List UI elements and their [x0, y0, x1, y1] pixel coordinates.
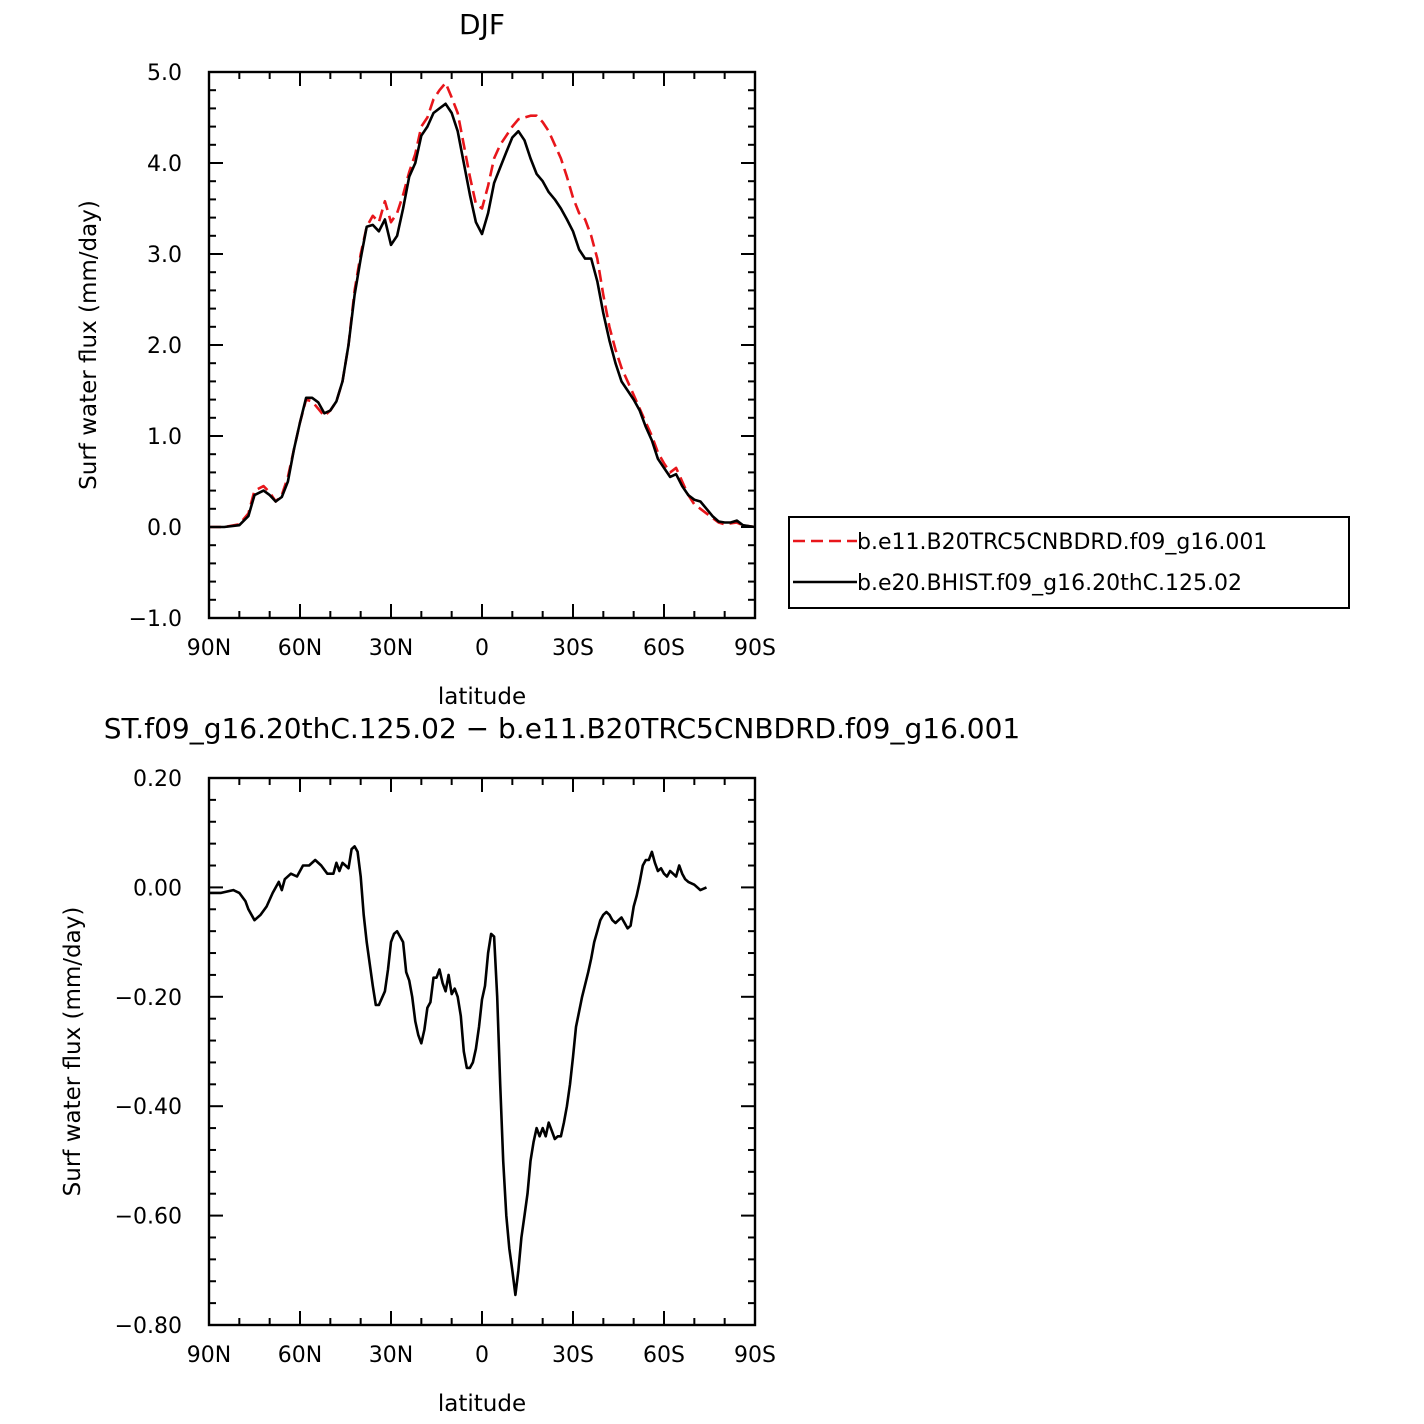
y-tick-label: 0.0	[147, 516, 182, 541]
x-tick-label: 60N	[278, 1343, 322, 1368]
x-tick-label: 60N	[278, 636, 322, 661]
chart-title: DJF	[459, 8, 505, 41]
y-tick-label: 4.0	[147, 152, 182, 177]
y-tick-label: 5.0	[147, 61, 182, 86]
legend: b.e11.B20TRC5CNBDRD.f09_g16.001 b.e20.BHI…	[788, 516, 1350, 609]
y-tick-label: 0.00	[133, 876, 182, 901]
plot-frame	[207, 776, 757, 1327]
y-tick-label: 0.20	[133, 767, 182, 792]
y-tick-label: −0.40	[115, 1095, 182, 1120]
series-line-0	[209, 81, 756, 529]
x-tick-label: 60S	[643, 636, 685, 661]
x-tick-label: 90N	[187, 636, 231, 661]
y-axis-label: Surf water flux (mm/day)	[60, 907, 86, 1197]
y-tick-label: 2.0	[147, 334, 182, 359]
y-tick-label: −1.0	[129, 607, 182, 632]
bottom-plot: ST.f09_g16.20thC.125.02 − b.e11.B20TRC5C…	[60, 712, 1020, 1417]
plot-frame	[207, 70, 757, 620]
y-tick-label: −0.20	[115, 986, 182, 1011]
legend-label-0: b.e11.B20TRC5CNBDRD.f09_g16.001	[857, 530, 1267, 555]
x-tick-label: 0	[475, 1343, 489, 1368]
x-tick-label: 30S	[552, 1343, 594, 1368]
x-tick-label: 90S	[734, 1343, 776, 1368]
x-axis-label: latitude	[438, 1391, 526, 1417]
y-tick-label: 1.0	[147, 425, 182, 450]
chart-title: ST.f09_g16.20thC.125.02 − b.e11.B20TRC5C…	[104, 712, 1021, 745]
series-line-0	[209, 845, 708, 1297]
x-tick-label: 90S	[734, 636, 776, 661]
x-axis-label: latitude	[438, 684, 526, 710]
x-tick-label: 60S	[643, 1343, 685, 1368]
x-tick-label: 90N	[187, 1343, 231, 1368]
y-axis-label: Surf water flux (mm/day)	[76, 200, 102, 490]
x-tick-label: 30S	[552, 636, 594, 661]
top-plot: DJF 90N 60N 30N 0 30S 60S 90S −1.0 0.0 1.0 2.0 3.0 4.…	[76, 8, 1350, 710]
y-tick-label: −0.60	[115, 1205, 182, 1230]
legend-box	[788, 516, 1350, 609]
y-tick-label: −0.80	[115, 1314, 182, 1339]
y-tick-label: 3.0	[147, 243, 182, 268]
x-tick-label: 30N	[369, 1343, 413, 1368]
legend-label-1: b.e20.BHIST.f09_g16.20thC.125.02	[857, 571, 1242, 596]
x-tick-label: 30N	[369, 636, 413, 661]
x-tick-label: 0	[475, 636, 489, 661]
series-line-1	[209, 102, 756, 529]
